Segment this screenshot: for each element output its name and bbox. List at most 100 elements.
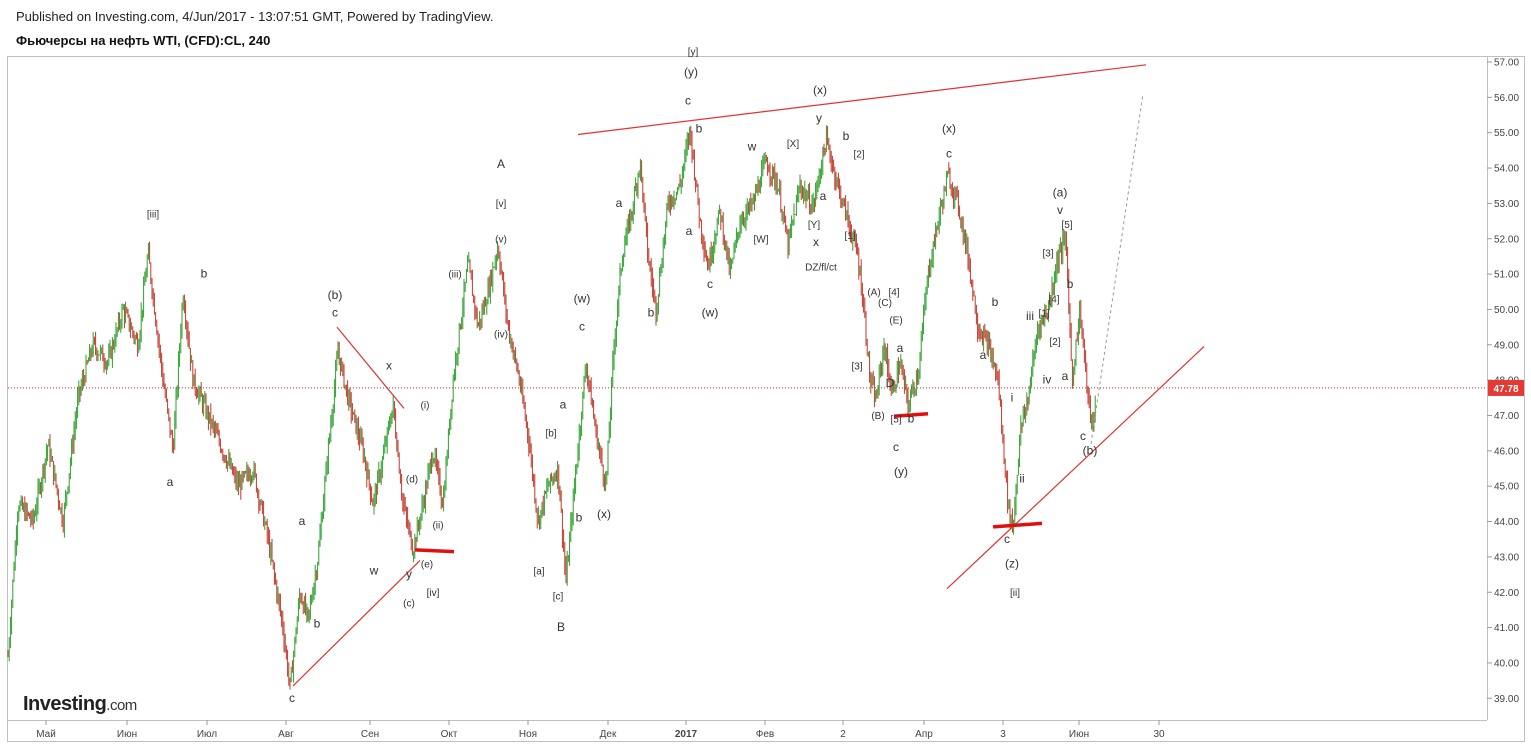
wave-label: c [1080, 429, 1086, 443]
price-tag-label: 47.78 [1493, 384, 1518, 395]
support-mark [992, 521, 1043, 529]
current-price-tag: 47.78 [1488, 379, 1524, 396]
x-tick-label: Июн [1069, 729, 1089, 740]
price-axis: 57.00 56.00 55.00 54.00 53.00 52.00 51.00 50.00… [1487, 58, 1519, 705]
y-tick-label: 45.00 [1494, 482, 1519, 493]
y-tick-label: 44.00 [1494, 517, 1519, 528]
y-tick-label: 49.00 [1494, 340, 1519, 351]
time-axis: Май Июн Июл Авг Сен Окт Ноя Дек 2017 Фев 2 Апр 3 Июн 3… [36, 720, 1165, 740]
wave-label: [c] [553, 591, 564, 602]
wave-label: [5] [890, 415, 901, 426]
wave-label: c [707, 277, 713, 291]
wave-label: (w) [702, 306, 719, 320]
y-tick-label: 54.00 [1494, 164, 1519, 175]
projection-line [1090, 93, 1144, 444]
x-tick-label: Май [36, 729, 56, 740]
y-tick-label: 40.00 [1494, 658, 1519, 669]
wave-label: b [1067, 277, 1074, 291]
wave-label: (c) [403, 598, 415, 609]
wave-label: (C) [878, 298, 892, 309]
x-tick-label: Дек [600, 729, 617, 740]
wave-label: (w) [574, 291, 591, 305]
x-tick-label: Сен [361, 729, 379, 740]
wave-label: x [386, 359, 392, 373]
x-tick-label: Авг [278, 729, 294, 740]
wave-label: iii [1026, 309, 1034, 323]
wave-label: [ii] [1010, 588, 1020, 599]
wave-label: (A) [867, 287, 880, 298]
wave-label: (v) [495, 234, 507, 245]
wave-label: a [820, 189, 827, 203]
wave-label: c [893, 440, 899, 454]
y-tick-label: 42.00 [1494, 588, 1519, 599]
published-line: Published on Investing.com, 4/Jun/2017 -… [16, 9, 494, 24]
wave-label: (y) [894, 465, 908, 479]
trendline [336, 326, 405, 409]
wave-label: (ii) [432, 521, 443, 532]
trendline [292, 560, 421, 687]
wave-label: [a] [533, 567, 544, 578]
wave-label: c [579, 320, 585, 334]
y-tick-label: 50.00 [1494, 305, 1519, 316]
wave-label: B [557, 620, 565, 634]
wave-label: [b] [545, 429, 556, 440]
y-tick-label: 41.00 [1494, 623, 1519, 634]
wave-label: b [696, 122, 703, 136]
wave-label: b [843, 129, 850, 143]
wave-label: (x) [813, 83, 827, 97]
y-tick-label: 47.00 [1494, 411, 1519, 422]
trendlines [8, 64, 1487, 687]
support-mark [893, 411, 929, 418]
x-tick-label: 2017 [675, 729, 698, 740]
trendline [946, 346, 1205, 590]
chart-title: Фьючерсы на нефть WTI, (CFD):CL, 240 [16, 33, 271, 48]
wave-label: [y] [688, 47, 699, 58]
wave-label: a [897, 341, 904, 355]
wave-label: (x) [942, 122, 956, 136]
wave-label: ii [1019, 472, 1024, 486]
wave-label: [v] [496, 199, 507, 210]
wave-label: iv [1043, 373, 1052, 387]
y-tick-label: 53.00 [1494, 199, 1519, 210]
wave-label: w [369, 564, 379, 578]
wave-label: i [1011, 390, 1014, 404]
wave-label: b [314, 617, 321, 631]
x-tick-label: Окт [441, 729, 458, 740]
wave-label: c [289, 691, 295, 705]
x-tick-label: 3 [1000, 729, 1006, 740]
wave-label: (e) [421, 560, 433, 571]
wave-label: a [1062, 369, 1069, 383]
x-tick-label: Июл [197, 729, 217, 740]
wave-label: c [685, 93, 691, 107]
x-tick-label: Фев [756, 729, 774, 740]
wave-label: a [299, 514, 306, 528]
wave-label: (x) [597, 507, 611, 521]
wave-label: [iv] [427, 588, 440, 599]
wave-label: c [1004, 532, 1010, 546]
wave-label: [Y] [808, 220, 820, 231]
y-tick-label: 46.00 [1494, 446, 1519, 457]
logo-main: Investing [23, 693, 107, 715]
wave-label: (B) [871, 411, 884, 422]
investing-logo: Investing.com [23, 693, 137, 716]
wave-label: [3] [1042, 248, 1053, 259]
wave-label: [X] [787, 139, 799, 150]
wave-label: D [886, 376, 895, 390]
wave-label: b [908, 412, 915, 426]
y-tick-label: 57.00 [1494, 58, 1519, 69]
wave-label: [2] [853, 149, 864, 160]
wave-label: [3] [851, 362, 862, 373]
wave-label: [5] [1061, 220, 1072, 231]
y-tick-label: 43.00 [1494, 552, 1519, 563]
y-tick-label: 52.00 [1494, 234, 1519, 245]
wave-label: a [167, 475, 174, 489]
wave-label: y [816, 111, 822, 125]
x-tick-label: Апр [915, 729, 933, 740]
wave-label: a [686, 224, 693, 238]
wave-label: (E) [889, 316, 902, 327]
price-tag-box [1488, 379, 1524, 396]
wave-label: DZ/fl/ct [805, 263, 837, 274]
wave-label: c [332, 306, 338, 320]
